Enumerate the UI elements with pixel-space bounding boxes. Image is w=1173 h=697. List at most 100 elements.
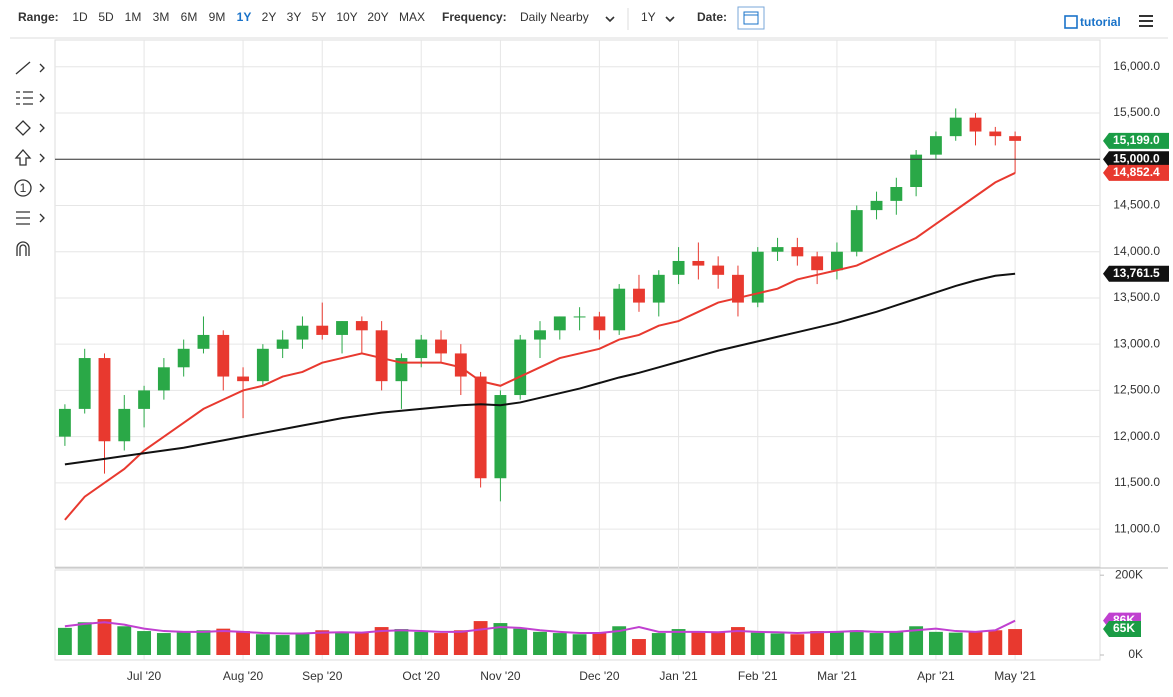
line-tool[interactable] xyxy=(15,61,31,75)
candle-body xyxy=(474,376,487,479)
arrow-tool[interactable] xyxy=(14,149,32,166)
price-flag xyxy=(1103,265,1169,282)
candle-body xyxy=(217,334,230,377)
x-tick-label: Dec '20 xyxy=(579,669,620,683)
date-button[interactable] xyxy=(737,6,765,30)
volume-bar xyxy=(671,629,686,655)
candle-body xyxy=(791,247,804,257)
volume-bar xyxy=(928,631,943,655)
note-tool[interactable] xyxy=(14,179,32,197)
candle-body xyxy=(534,330,546,340)
magnet-tool[interactable] xyxy=(16,241,30,256)
range-button[interactable]: 5D xyxy=(98,10,114,24)
volume-bar xyxy=(968,631,983,655)
tool-expanders xyxy=(39,63,45,223)
range-button[interactable]: 3Y xyxy=(287,10,302,24)
range-button[interactable]: 10Y xyxy=(336,10,357,24)
volume-bar xyxy=(592,632,607,655)
price-flag xyxy=(1103,132,1169,149)
price-panel xyxy=(54,39,1101,568)
volume-bar xyxy=(176,631,191,655)
y-tick-label: 13,000.0 xyxy=(1113,336,1160,350)
candle-body xyxy=(771,247,784,252)
volume-bar xyxy=(572,634,587,655)
volume-bar xyxy=(77,622,92,655)
volume-bar xyxy=(493,623,508,655)
candle-body xyxy=(732,274,744,303)
volume-bar xyxy=(117,626,132,655)
range-button[interactable]: 3M xyxy=(153,10,170,24)
range-label: Range: xyxy=(18,10,59,24)
volume-bar xyxy=(750,632,765,655)
candle-body xyxy=(375,330,388,382)
volume-bar xyxy=(295,633,310,655)
range-button[interactable]: 6M xyxy=(181,10,198,24)
candle-body xyxy=(276,339,289,349)
volume-bar xyxy=(869,633,884,655)
frequency-select[interactable]: Daily Nearby xyxy=(520,10,589,24)
candle-body xyxy=(197,334,210,349)
measure-tool[interactable] xyxy=(16,211,30,225)
candle-body xyxy=(969,117,982,132)
volume-bar xyxy=(315,630,330,655)
y-tick-label: 14,000.0 xyxy=(1113,244,1160,258)
date-picker[interactable] xyxy=(737,6,765,30)
range-button[interactable]: 20Y xyxy=(367,10,388,24)
volume-bar xyxy=(948,632,963,655)
candle-body xyxy=(237,376,249,382)
range-button[interactable]: 5Y xyxy=(312,10,327,24)
candle-body xyxy=(672,260,685,275)
frequency-label: Frequency: xyxy=(442,10,507,24)
volume-bar xyxy=(810,631,825,655)
range-button[interactable]: 2Y xyxy=(262,10,277,24)
volume-bar xyxy=(988,630,1003,655)
candle-body xyxy=(910,154,923,188)
candle-body xyxy=(138,390,151,409)
x-tick-label: Nov '20 xyxy=(480,669,521,683)
volume-bar xyxy=(513,628,528,655)
volume-bar xyxy=(414,631,429,655)
x-tick-label: Sep '20 xyxy=(302,669,343,683)
volume-bar xyxy=(434,633,448,655)
candle-body xyxy=(890,187,903,201)
candle-body xyxy=(1009,136,1022,141)
calendar-icon xyxy=(743,11,759,25)
range-button[interactable]: 1D xyxy=(72,10,88,24)
range-button[interactable]: MAX xyxy=(399,10,425,24)
volume-bar xyxy=(97,619,112,655)
range-button[interactable]: 9M xyxy=(209,10,226,24)
candle-body xyxy=(811,256,824,271)
volume-bar xyxy=(651,633,666,655)
range-button[interactable]: 1M xyxy=(125,10,142,24)
fib-tool[interactable] xyxy=(16,91,33,105)
candle-body xyxy=(613,288,626,331)
volume-bar xyxy=(790,634,805,655)
period-select[interactable]: 1Y xyxy=(641,10,656,24)
volume-bar xyxy=(335,631,349,655)
candle-body xyxy=(256,348,269,382)
price-flag xyxy=(1103,164,1169,181)
candle-body xyxy=(573,316,586,318)
date-label: Date: xyxy=(697,10,727,24)
candle-body xyxy=(58,408,71,437)
price-flag xyxy=(1103,151,1169,168)
menu-icon[interactable] xyxy=(1139,15,1153,27)
tutorial-icon xyxy=(1064,15,1078,29)
volume-bar xyxy=(632,639,646,655)
price-flag-label: 14,852.4 xyxy=(1113,165,1160,179)
candle-body xyxy=(553,316,566,331)
candle-body xyxy=(355,321,368,331)
volume-bar xyxy=(1008,629,1023,655)
range-button[interactable]: 1Y xyxy=(237,10,252,24)
x-tick-label: Apr '21 xyxy=(917,669,955,683)
volume-bar xyxy=(453,630,468,655)
candle-body xyxy=(850,210,863,252)
y-tick-label: 15,500.0 xyxy=(1113,105,1160,119)
candle-body xyxy=(395,358,408,382)
tutorial-link[interactable]: tutorial xyxy=(1080,15,1121,29)
candle-body xyxy=(652,274,665,303)
candle-body xyxy=(78,358,91,409)
shape-tool[interactable] xyxy=(15,120,31,136)
